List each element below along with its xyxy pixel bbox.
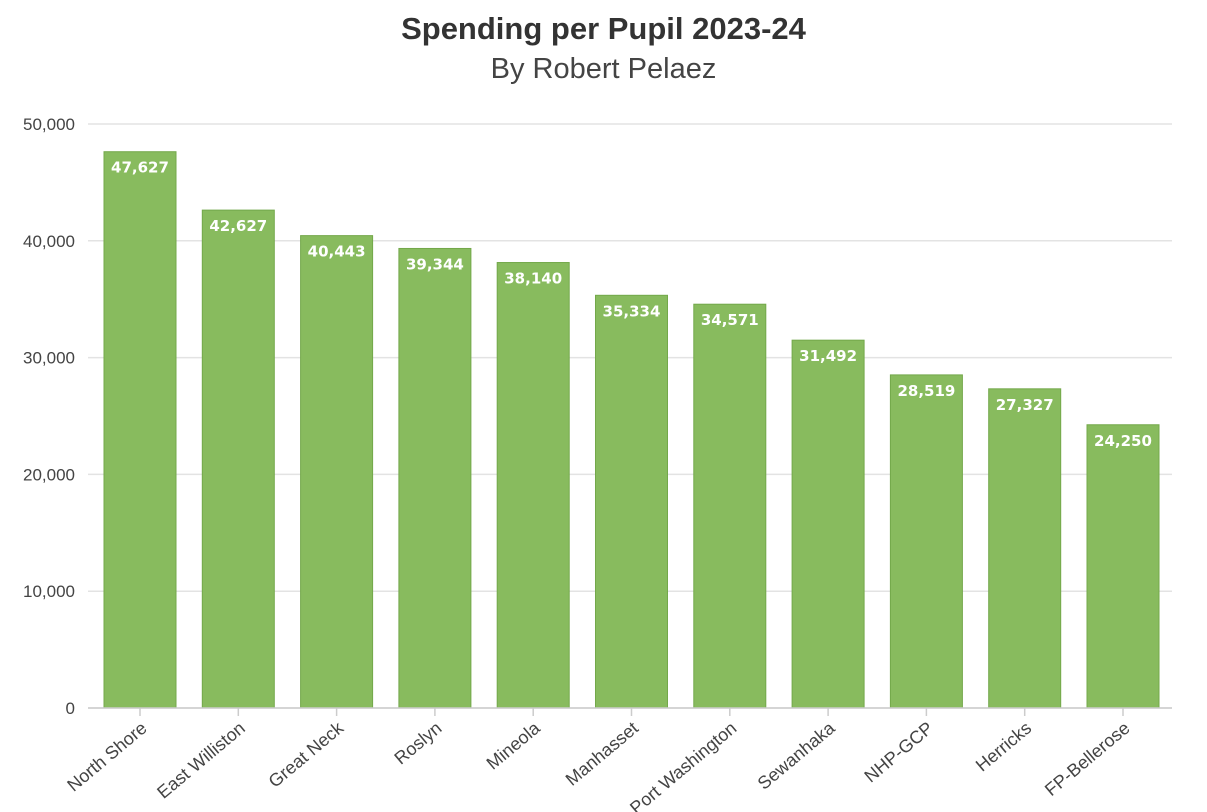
category-label: NHP-GCP [861,718,937,787]
data-label: 35,334 [603,302,661,320]
category-label: Manhasset [562,718,642,790]
category-label: Mineola [483,717,545,773]
data-label: 38,140 [504,270,562,288]
data-label: 47,627 [111,159,169,177]
category-label: Sewanhaka [754,717,840,793]
category-label: East Williston [153,718,249,803]
y-tick-label: 0 [66,699,75,718]
y-tick-label: 40,000 [23,232,75,251]
bar [300,235,374,709]
data-label: 40,443 [308,243,366,261]
data-label: 34,571 [701,311,759,329]
bar [103,151,177,709]
bar [791,339,865,709]
y-axis: 0 10,000 20,000 30,000 40,000 50,000 [23,115,75,718]
data-labels: 47,627 42,627 40,443 39,344 38,140 35,334 34,5… [111,159,1152,450]
chart-title: Spending per Pupil 2023-24 [401,11,806,46]
bar [595,294,668,709]
category-label: FP-Bellerose [1041,718,1134,800]
category-label: Herricks [972,718,1035,776]
bar [693,303,767,709]
bar [889,374,963,709]
y-tick-label: 20,000 [23,465,75,484]
data-label: 42,627 [209,217,267,235]
y-tick-label: 50,000 [23,115,75,134]
category-label: North Shore [63,718,150,796]
x-axis: North Shore East Williston Great Neck Rosly… [63,707,1172,812]
chart-subtitle: By Robert Pelaez [490,53,717,85]
bar [988,388,1062,709]
category-label: Roslyn [390,718,445,769]
category-label: Great Neck [265,717,348,791]
bar [496,262,570,709]
data-label: 31,492 [799,347,857,365]
data-label: 27,327 [996,396,1054,414]
category-label: Port Washington [626,718,740,812]
data-label: 39,344 [406,255,464,273]
bar [398,247,472,709]
y-tick-label: 10,000 [23,582,75,601]
bar [1086,424,1160,709]
data-label: 28,519 [897,382,955,400]
bars [103,151,1160,709]
y-tick-label: 30,000 [23,349,75,368]
data-label: 24,250 [1094,432,1152,450]
bar [201,209,275,709]
chart-header: Spending per Pupil 2023-24 By Robert Pel… [0,8,1207,88]
